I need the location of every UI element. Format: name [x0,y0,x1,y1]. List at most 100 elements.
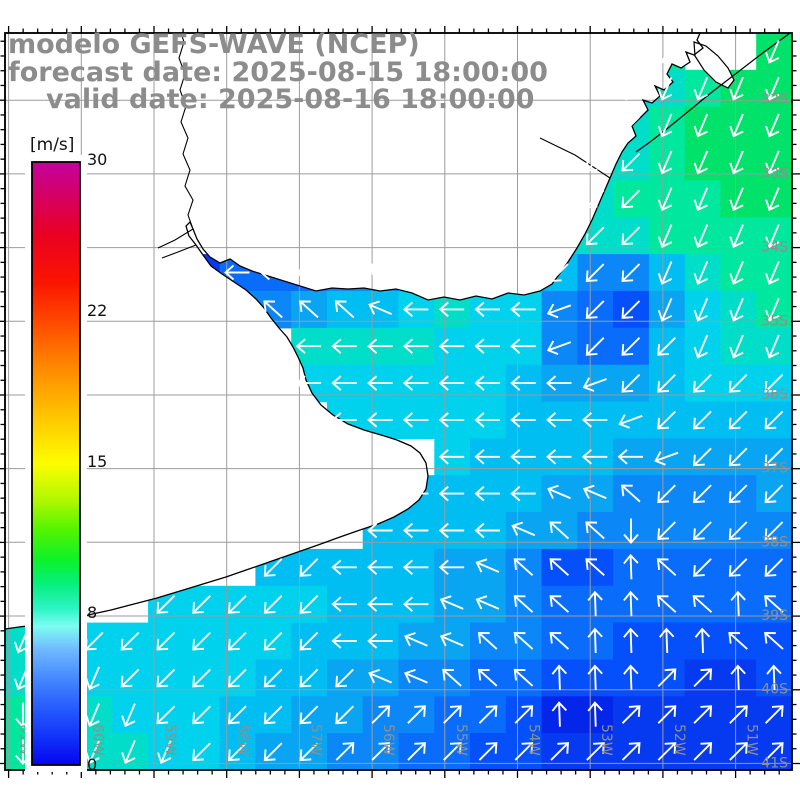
wave-arrow-icon [764,705,784,724]
wave-arrow-icon [331,633,357,649]
wave-arrow-icon [438,522,465,539]
wave-arrow-icon [402,412,429,428]
wave-arrow-icon [693,261,709,285]
wave-arrow-icon [621,705,641,724]
wave-arrow-icon [585,300,605,319]
wave-arrow-icon [474,338,500,354]
wave-arrow-icon [729,150,744,175]
wave-arrow-icon [442,668,462,687]
wave-arrow-icon [657,337,676,356]
wave-arrow-icon [693,668,713,688]
wave-arrow-icon [85,666,100,691]
wave-arrow-icon [657,705,677,724]
wave-arrow-icon [546,303,572,319]
wave-arrow-icon [367,633,393,649]
wave-arrow-icon [438,301,465,318]
wave-arrow-icon [587,627,603,654]
wave-arrow-icon [85,703,100,728]
wave-arrow-icon [546,375,572,391]
latitude-label: 39S [761,608,788,624]
latitude-label: 35S [761,313,788,329]
wave-arrow-icon [546,412,572,428]
wave-arrow-icon [693,150,709,175]
wave-arrow-icon [693,373,712,393]
latitude-label: 37S [761,461,788,477]
wave-arrow-icon [657,742,677,761]
wave-arrow-icon [263,300,283,319]
wave-arrow-icon [764,447,784,467]
wave-arrow-icon [299,631,319,651]
wave-arrow-icon [120,631,140,651]
wave-arrow-icon [510,412,536,428]
land-mask [5,33,735,629]
wave-arrow-icon [729,113,744,138]
wave-arrow-icon [331,375,357,391]
wave-arrow-icon [438,375,465,391]
wave-arrow-icon [227,705,247,725]
wave-arrow-icon [585,263,605,283]
latitude-label: 41S [761,755,788,771]
wave-arrow-icon [371,705,391,724]
map-frame-ticks [0,26,800,778]
wave-arrow-icon [402,559,429,576]
wave-arrow-icon [621,742,641,761]
wave-arrow-icon [402,338,429,354]
wave-arrow-icon [475,595,500,610]
wave-arrow-icon [693,334,709,359]
wave-arrow-icon [621,115,641,135]
wave-arrow-icon [546,340,572,356]
wave-arrow-icon [263,558,283,577]
wave-arrow-icon [728,410,748,430]
colorbar-unit-label: [m/s] [30,135,74,155]
wave-arrow-icon [693,113,709,138]
colorbar-tick-label: 22 [87,301,107,320]
wave-arrow-icon [299,705,319,725]
wave-arrow-icon [657,39,673,64]
wave-arrow-icon [511,521,536,537]
wave-arrow-icon [438,412,465,428]
wave-arrow-icon [477,668,498,687]
wave-arrow-icon [765,187,780,212]
wave-arrow-icon [475,558,500,573]
wave-arrow-icon [654,451,679,466]
wave-arrow-icon [549,521,570,540]
wave-arrow-icon [657,261,673,285]
longitude-label: 52W [671,724,687,756]
wave-arrow-icon [622,39,637,64]
river-line [161,244,197,259]
wave-arrow-icon [621,300,641,319]
longitude-label: 55W [453,724,469,756]
wave-arrow-icon [474,485,500,502]
wave-arrow-icon [764,742,784,761]
valid-date-text: valid date: 2025-08-16 18:00:00 [46,84,534,115]
wave-arrow-icon [730,664,746,690]
wave-arrow-icon [474,375,500,391]
wave-arrow-icon [585,337,605,356]
barrier-beach-line [635,32,791,153]
wave-arrow-icon [299,668,319,688]
wave-arrow-icon [371,742,391,761]
wave-arrow-icon [263,705,283,725]
wave-arrow-icon [546,230,572,245]
wave-arrow-icon [156,705,176,725]
wave-arrow-icon [263,595,283,614]
wave-arrow-icon [513,595,534,613]
wave-arrow-icon [192,742,211,762]
wave-arrow-icon [623,518,639,544]
wave-arrow-icon [765,334,780,359]
main-coastline [4,32,704,630]
wave-arrow-icon [765,261,780,285]
map-titles: modelo GEFS-WAVE (NCEP) forecast date: 2… [8,29,548,155]
wave-arrow-icon [227,742,247,762]
wave-arrow-icon [438,449,465,465]
wave-arrow-icon [658,627,675,654]
wave-arrow-icon [404,632,428,647]
wave-arrow-icon [439,632,464,647]
colorbar: 30 22 15 8 0 [25,150,107,774]
wave-arrow-icon [513,632,534,650]
latitude-label: 33S [761,166,788,182]
lagoon-mirim-outline [693,41,735,89]
longitude-label: 54W [526,724,542,756]
